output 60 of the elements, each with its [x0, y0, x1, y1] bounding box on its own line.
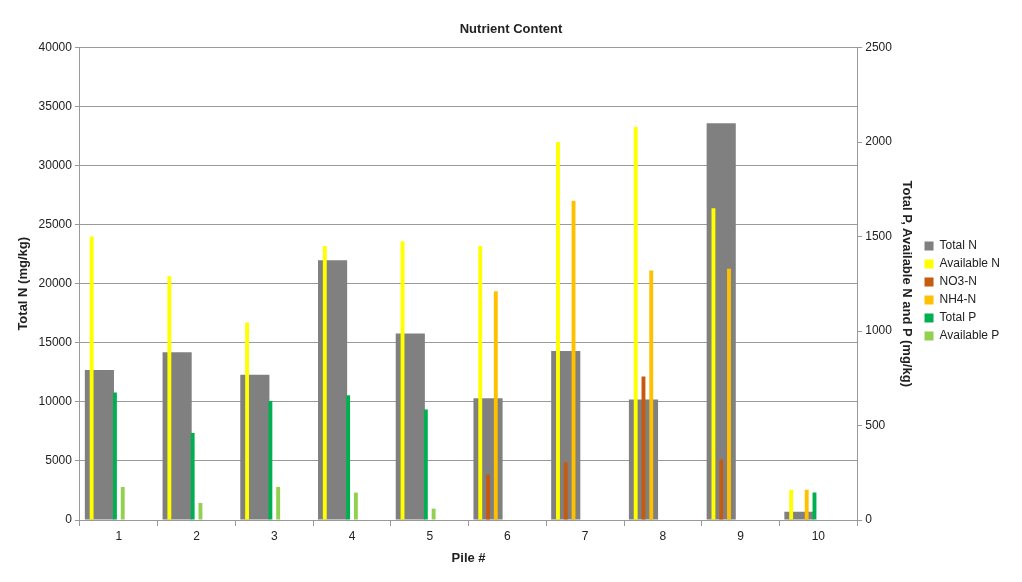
bar	[711, 208, 716, 520]
x-tick-label: 4	[348, 528, 356, 543]
bar	[268, 400, 273, 520]
bar	[346, 395, 351, 520]
bar	[556, 142, 560, 520]
y-tick-label: 0	[65, 512, 73, 527]
bar	[727, 268, 731, 520]
bar	[633, 126, 638, 520]
x-tick-label: 2	[193, 528, 201, 543]
x-tick-label: 10	[811, 528, 826, 543]
bar	[486, 474, 490, 520]
y-tick-label: 30000	[38, 158, 73, 173]
x-tick-label: 3	[270, 528, 278, 543]
bar	[423, 409, 428, 520]
bar	[322, 246, 327, 520]
y-tick-label: 20000	[38, 276, 73, 291]
legend-label: Available P	[939, 328, 1000, 343]
x-tick-label: 5	[426, 528, 434, 543]
y2-tick-label: 1000	[865, 323, 893, 338]
x-tick-label: 9	[737, 528, 745, 543]
y2-tick-label: 2000	[865, 134, 893, 149]
legend-label: NH4-N	[939, 292, 977, 307]
bar	[789, 489, 794, 520]
bar	[353, 492, 358, 520]
legend-label: Total P	[939, 310, 977, 325]
y-tick-label: 35000	[38, 98, 73, 113]
y-tick-label: 10000	[38, 394, 73, 409]
y-tick-label: 15000	[38, 335, 73, 350]
y-tick-label: 5000	[45, 453, 73, 468]
x-tick-label: 1	[115, 528, 123, 543]
bar	[113, 392, 117, 520]
y2-tick-label: 500	[865, 417, 886, 432]
bar	[804, 489, 809, 520]
x-tick-label: 7	[581, 528, 589, 543]
y2-tick-label: 2500	[865, 39, 893, 54]
y2-tick-label: 0	[865, 512, 873, 527]
x-tick-label: 6	[504, 528, 512, 543]
y-tick-label: 25000	[38, 217, 73, 232]
y-axis-title: Total N (mg/kg)	[15, 236, 31, 331]
x-axis-title: Pile #	[451, 549, 487, 565]
bar	[649, 270, 654, 520]
y-tick-label: 40000	[38, 39, 73, 54]
bar	[493, 291, 498, 520]
bar	[190, 433, 195, 520]
chart-title: Nutrient Content	[459, 21, 563, 37]
x-tick-label: 8	[659, 528, 667, 543]
legend-label: Total N	[939, 238, 977, 253]
legend-label: Available N	[939, 256, 1000, 271]
legend-label: NO3-N	[939, 274, 977, 289]
bar	[167, 276, 172, 520]
bar	[563, 462, 568, 520]
bar	[276, 486, 281, 520]
bar	[431, 508, 436, 520]
bar	[245, 322, 250, 520]
bar	[89, 236, 94, 520]
bar	[719, 459, 724, 520]
bar	[120, 486, 125, 520]
bar	[478, 246, 483, 520]
y2-tick-label: 1500	[865, 228, 893, 243]
y2-axis-title: Total P, Available N and P (mg/kg)	[900, 180, 916, 387]
